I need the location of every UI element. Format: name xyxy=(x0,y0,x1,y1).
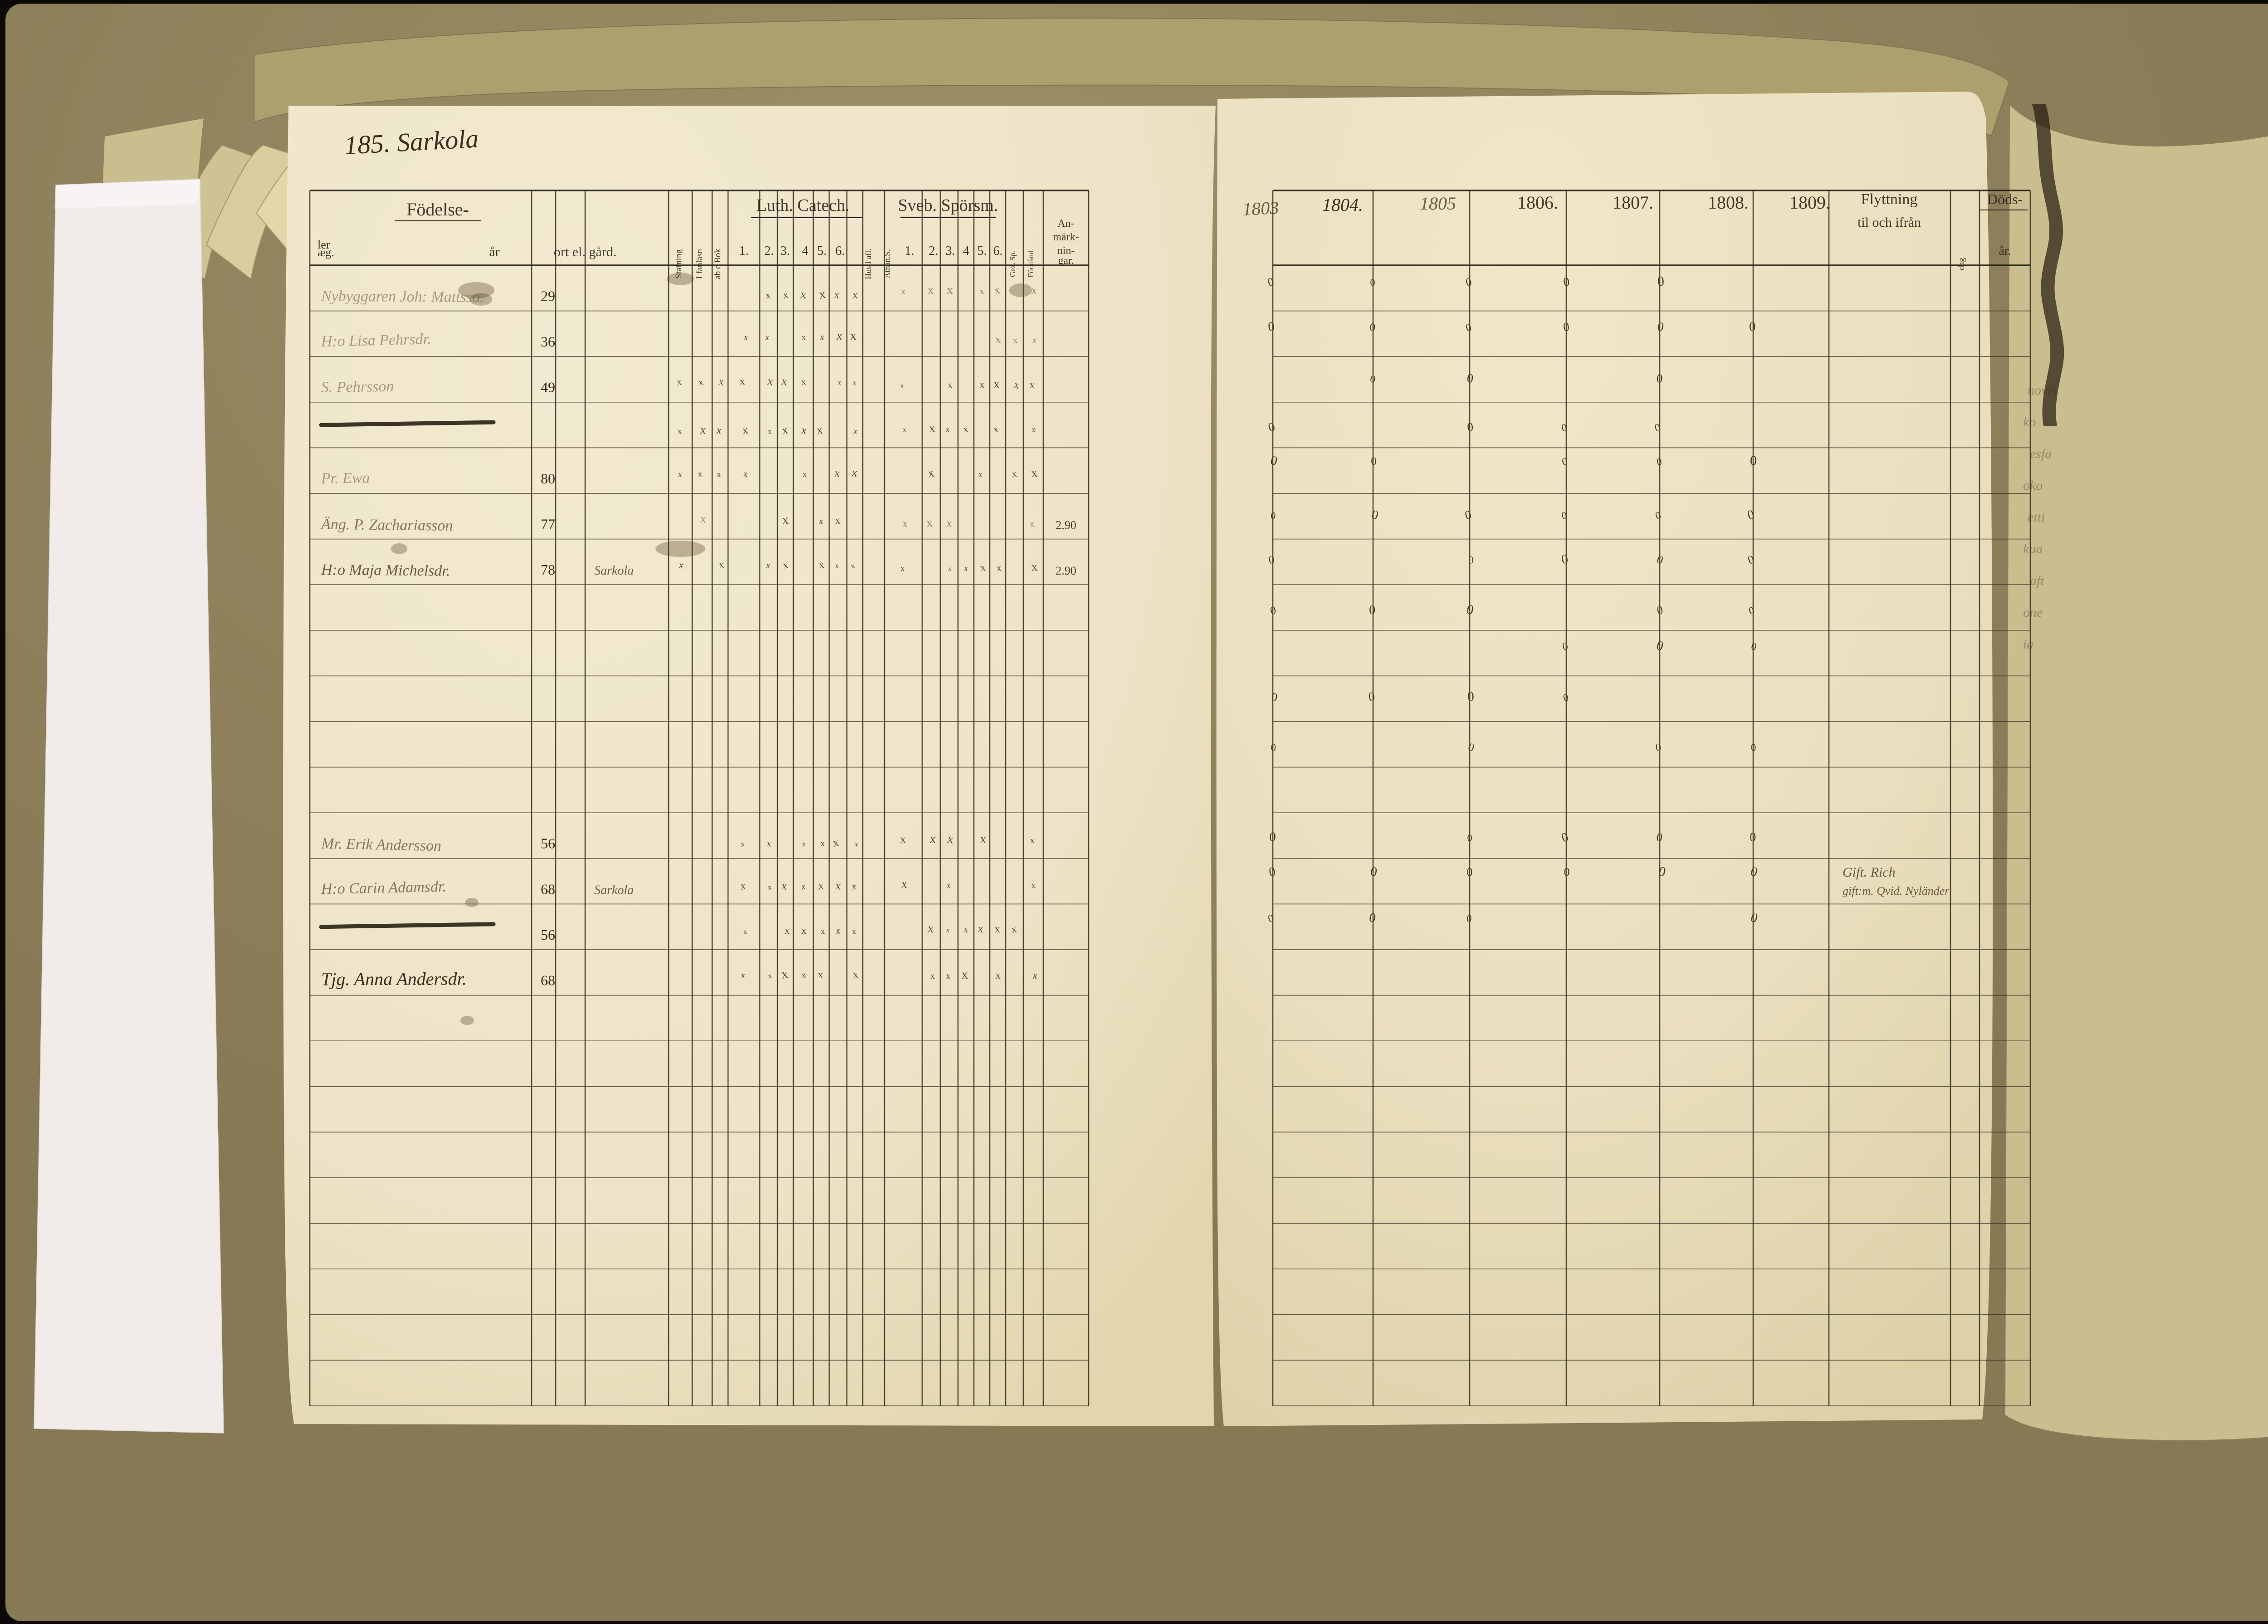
svg-text:år.: år. xyxy=(1999,244,2011,258)
